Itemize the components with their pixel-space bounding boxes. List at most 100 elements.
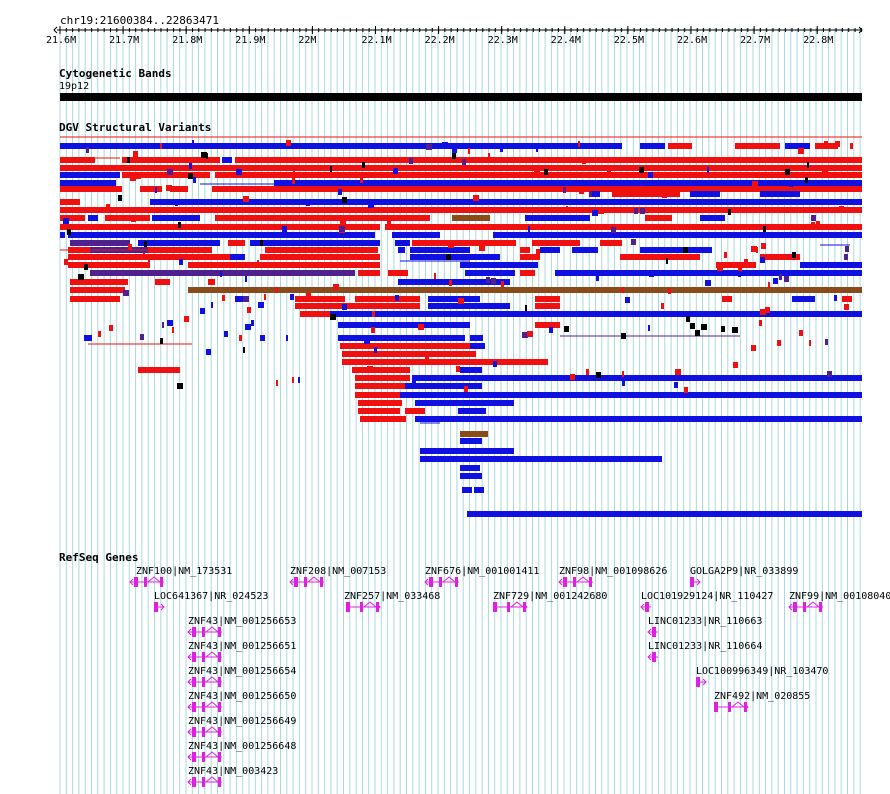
gene-label[interactable]: LINC01233|NR_110664 xyxy=(648,641,763,652)
structural-variant-small xyxy=(387,218,391,224)
structural-variant-small xyxy=(717,265,723,271)
gene-label[interactable]: LOC641367|NR_024523 xyxy=(154,591,269,602)
structural-variant xyxy=(342,359,548,365)
structural-variant-small xyxy=(393,168,398,174)
gene-exon xyxy=(696,677,700,687)
ruler-tick-label: 22.1M xyxy=(361,35,392,46)
ruler-tick-label: 22.3M xyxy=(487,35,518,46)
gene-label[interactable]: ZNF100|NM_173531 xyxy=(136,566,233,577)
structural-variant-small xyxy=(805,177,808,183)
structural-variant-small xyxy=(364,338,370,344)
gene-exon xyxy=(439,577,442,587)
gene-exon xyxy=(218,652,221,662)
structural-variant xyxy=(460,367,482,373)
structural-variant xyxy=(412,375,862,381)
structural-variant-small xyxy=(825,339,828,345)
structural-variant xyxy=(60,232,65,238)
structural-variant xyxy=(410,247,470,253)
structural-variant-small xyxy=(811,215,816,221)
gene-exon xyxy=(652,627,656,637)
ruler-tick-label: 22.6M xyxy=(677,35,708,46)
structural-variant-small xyxy=(695,330,700,336)
structural-variant-small xyxy=(688,143,692,149)
structural-variant-small xyxy=(798,148,804,154)
structural-variant xyxy=(520,270,535,276)
structural-variant-small xyxy=(779,274,782,280)
structural-variant-small xyxy=(342,304,347,310)
structural-variant-small xyxy=(276,380,278,386)
gene-label[interactable]: ZNF43|NM_001256648 xyxy=(188,741,297,752)
structural-variant xyxy=(188,287,862,293)
structural-variant-small xyxy=(564,326,569,332)
ruler-tick-label: 22.7M xyxy=(740,35,771,46)
gene-exon xyxy=(690,577,694,587)
gene-strand-arrow xyxy=(187,628,192,636)
gene-label[interactable]: ZNF492|NM_020855 xyxy=(714,691,811,702)
structural-variant-small xyxy=(251,320,254,326)
structural-variant xyxy=(398,247,405,253)
structural-variant xyxy=(274,180,862,186)
gene-label[interactable]: ZNF98|NM_001098626 xyxy=(559,566,668,577)
gene-label[interactable]: GOLGA2P9|NR_033899 xyxy=(690,566,799,577)
structural-variant xyxy=(60,157,95,163)
structural-variant-small xyxy=(596,275,599,281)
gene-exon xyxy=(192,752,196,762)
gene-exon xyxy=(160,577,163,587)
gene-label[interactable]: ZNF676|NM_001001411 xyxy=(425,566,540,577)
structural-variant xyxy=(462,487,472,493)
gene-label[interactable]: ZNF257|NM_033468 xyxy=(344,591,441,602)
structural-variant-small xyxy=(330,166,332,172)
gene-label[interactable]: LOC101929124|NR_110427 xyxy=(641,591,774,602)
structural-variant-small xyxy=(582,158,586,164)
structural-variant-small xyxy=(631,239,636,245)
structural-variant xyxy=(420,448,514,454)
gene-label[interactable]: ZNF208|NM_007153 xyxy=(290,566,387,577)
structural-variant xyxy=(452,215,490,221)
structural-variant-small xyxy=(127,157,130,163)
structural-variant xyxy=(138,240,220,246)
gene-label[interactable]: ZNF43|NM_001256649 xyxy=(188,716,297,727)
structural-variant xyxy=(535,296,560,302)
gene-exon xyxy=(192,627,196,637)
structural-variant-small xyxy=(86,147,89,153)
gene-label[interactable]: ZNF43|NM_003423 xyxy=(188,766,279,777)
structural-variant xyxy=(525,215,590,221)
structural-variant-small xyxy=(449,280,452,286)
gene-exon xyxy=(192,677,196,687)
gene-intron-arc xyxy=(205,701,219,708)
gene-exon xyxy=(144,577,147,587)
structural-variant xyxy=(340,343,470,349)
structural-variant-small xyxy=(493,361,497,367)
gene-exon xyxy=(714,702,718,712)
gene-label[interactable]: ZNF43|NM_001256651 xyxy=(188,641,297,652)
structural-variant xyxy=(300,311,330,317)
gene-label[interactable]: ZNF99|NM_00108040 xyxy=(789,591,890,602)
structural-variant-small xyxy=(220,271,222,277)
structural-variant-small xyxy=(525,305,527,311)
structural-variant-small xyxy=(133,151,138,157)
gene-exon xyxy=(793,602,797,612)
structural-variant-small xyxy=(686,316,690,322)
gene-strand-arrow xyxy=(647,653,652,661)
gene-label[interactable]: ZNF43|NM_001256653 xyxy=(188,616,297,627)
structural-variant-small xyxy=(479,245,485,251)
ruler-tick-label: 21.9M xyxy=(235,35,266,46)
gene-strand-arrow xyxy=(187,778,192,786)
gene-label[interactable]: LOC100996349|NR_103470 xyxy=(696,666,829,677)
structural-variant-small xyxy=(166,185,172,191)
gene-label[interactable]: LINC01233|NR_110663 xyxy=(648,616,763,627)
structural-variant-small xyxy=(452,153,456,159)
structural-variant-small xyxy=(668,288,671,294)
structural-variant-small xyxy=(123,290,129,296)
structural-variant xyxy=(60,186,122,192)
structural-variant xyxy=(155,279,170,285)
structural-variant xyxy=(535,322,560,328)
gene-label[interactable]: ZNF729|NM_001242680 xyxy=(493,591,608,602)
gene-label[interactable]: ZNF43|NM_001256650 xyxy=(188,691,297,702)
ruler-tick-label: 22.5M xyxy=(613,35,644,46)
structural-variant-small xyxy=(247,307,251,313)
structural-variant-small xyxy=(728,209,731,215)
gene-label[interactable]: ZNF43|NM_001256654 xyxy=(188,666,297,677)
structural-variant-small xyxy=(675,369,681,375)
gene-exon xyxy=(819,602,822,612)
